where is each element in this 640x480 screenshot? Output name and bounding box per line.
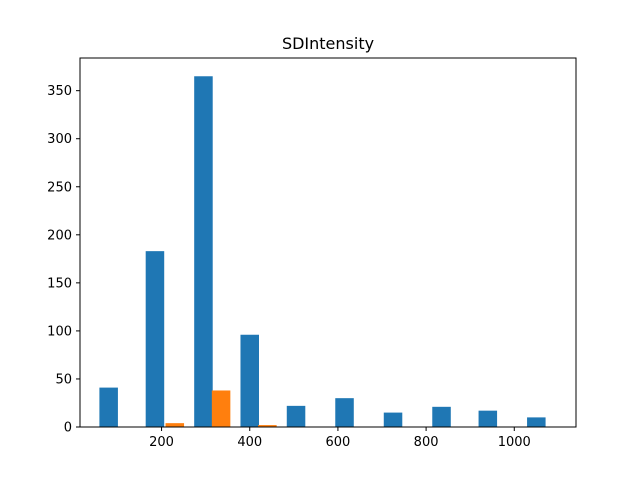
y-tick-label-1: 50 bbox=[55, 372, 72, 387]
bar-series-1-2 bbox=[194, 76, 213, 427]
bars-layer bbox=[99, 76, 546, 427]
plot-frame bbox=[79, 57, 577, 428]
x-tick-label-1: 400 bbox=[237, 435, 262, 450]
bar-series-1-4 bbox=[286, 405, 306, 427]
bar-series-1-0 bbox=[99, 387, 118, 427]
bar-series-1-5 bbox=[335, 398, 354, 427]
bar-series-1-1 bbox=[145, 251, 165, 427]
y-tick-label-7: 350 bbox=[47, 84, 72, 99]
y-tick-label-4: 200 bbox=[47, 228, 72, 243]
bar-series-2-2 bbox=[258, 425, 277, 427]
y-tick-label-3: 150 bbox=[47, 276, 72, 291]
bar-series-1-3 bbox=[240, 334, 259, 427]
x-tick-label-4: 1000 bbox=[498, 435, 531, 450]
y-tick-label-0: 0 bbox=[64, 421, 72, 436]
bar-series-1-7 bbox=[432, 406, 451, 427]
x-tick-label-2: 600 bbox=[326, 435, 351, 450]
x-axis: 200 400 600 800 1000 bbox=[149, 427, 531, 450]
y-axis: 0 50 100 150 200 250 300 350 bbox=[47, 84, 80, 436]
y-tick-label-5: 250 bbox=[47, 180, 72, 195]
bar-series-1-9 bbox=[527, 417, 546, 427]
bar-series-2-1 bbox=[211, 390, 231, 427]
bar-series-1-8 bbox=[478, 410, 498, 427]
y-tick-label-2: 100 bbox=[47, 324, 72, 339]
x-tick-label-0: 200 bbox=[149, 435, 174, 450]
y-tick-label-6: 300 bbox=[47, 132, 72, 147]
chart-title: SDIntensity bbox=[282, 34, 374, 53]
x-tick-label-3: 800 bbox=[414, 435, 439, 450]
bar-series-1-6 bbox=[383, 412, 403, 427]
bar-series-2-0 bbox=[165, 423, 185, 427]
